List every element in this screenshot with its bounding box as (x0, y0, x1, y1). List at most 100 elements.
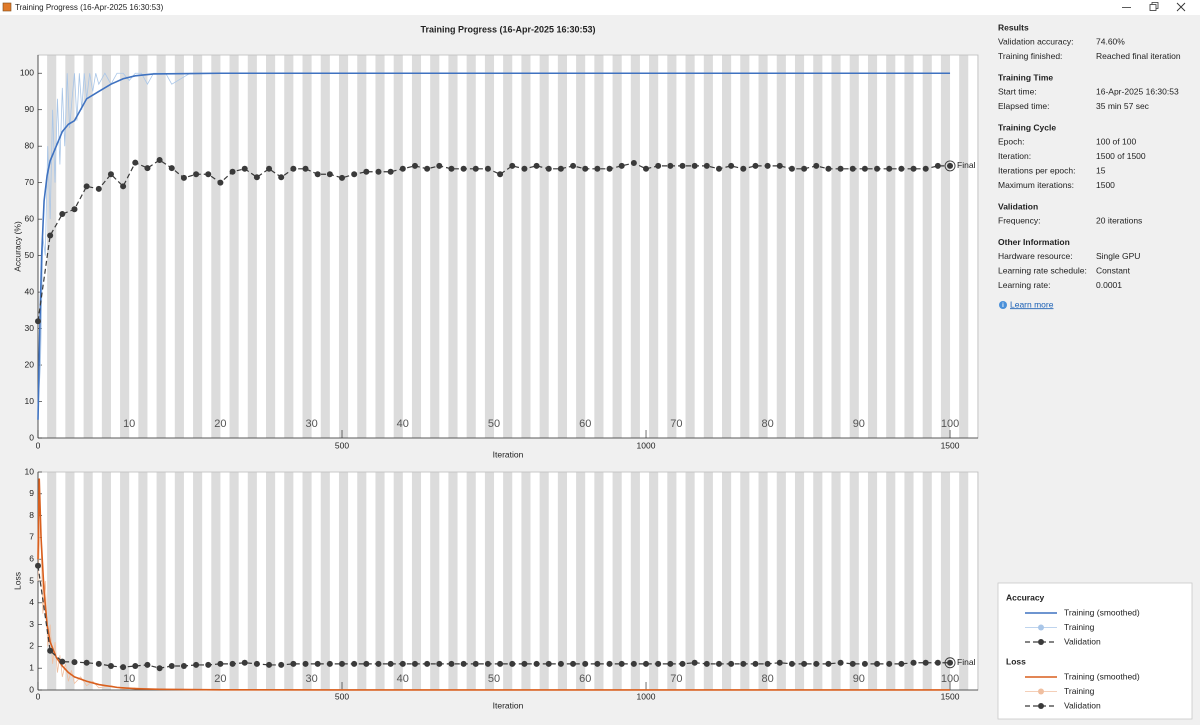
series-marker (411, 162, 418, 169)
y-tick-label: 8 (29, 510, 34, 520)
series-marker (193, 661, 200, 668)
section-heading: Training Cycle (998, 122, 1056, 132)
epoch-band (47, 472, 57, 690)
series-marker (180, 663, 187, 670)
series-marker (351, 171, 358, 178)
series-marker (326, 171, 333, 178)
epoch-band (649, 472, 659, 690)
epoch-band (849, 472, 859, 690)
final-label: Final (957, 160, 976, 170)
epoch-band (758, 472, 768, 690)
epoch-band (430, 55, 440, 438)
series-marker (545, 165, 552, 172)
restore-button[interactable] (1149, 2, 1159, 11)
epoch-label: 100 (941, 673, 959, 685)
series-marker (399, 165, 406, 172)
x-tick-label: 0 (36, 691, 41, 701)
y-tick-label: 0 (29, 684, 34, 694)
legend-marker (1038, 703, 1044, 709)
series-marker (436, 660, 443, 667)
epoch-band (740, 55, 750, 438)
epoch-band (393, 55, 403, 438)
series-marker (861, 165, 868, 172)
series-marker (886, 660, 893, 667)
close-button[interactable] (1176, 2, 1186, 12)
series-line (37, 478, 951, 691)
legend-label: Training (1064, 686, 1095, 696)
series-marker (922, 659, 929, 666)
epoch-band (466, 55, 476, 438)
epoch-band (120, 55, 130, 438)
y-tick-label: 10 (25, 466, 35, 476)
epoch-band (101, 472, 111, 690)
series-marker (691, 659, 698, 666)
y-tick-label: 100 (20, 67, 34, 77)
epoch-band (521, 472, 531, 690)
window-title: Training Progress (16-Apr-2025 16:30:53) (15, 3, 164, 12)
epoch-band (667, 472, 677, 690)
legend-marker (1038, 639, 1044, 645)
info-value: 16-Apr-2025 16:30:53 (1096, 86, 1179, 96)
section-heading: Other Information (998, 237, 1070, 247)
series-marker (752, 162, 759, 169)
y-tick-label: 6 (29, 553, 34, 563)
series-marker (448, 660, 455, 667)
series-marker (375, 168, 382, 175)
final-ring (944, 160, 956, 172)
epoch-band (375, 55, 385, 438)
series-marker (326, 660, 333, 667)
y-axis-label: Accuracy (%) (12, 221, 22, 272)
series-marker (83, 183, 90, 190)
epoch-label: 50 (488, 673, 500, 685)
series-marker (278, 174, 285, 181)
series-marker (35, 562, 41, 569)
epoch-band (612, 472, 622, 690)
y-tick-label: 9 (29, 488, 34, 498)
info-value: 20 iterations (1096, 215, 1142, 225)
y-tick-label: 0 (29, 432, 34, 442)
epoch-band (940, 55, 951, 438)
epoch-band (138, 472, 148, 690)
series-marker (776, 162, 783, 169)
epoch-band (612, 55, 622, 438)
epoch-label: 100 (941, 418, 959, 430)
final-label: Final (957, 657, 976, 667)
app-icon (2, 2, 12, 12)
epoch-band (886, 472, 896, 690)
series-marker (643, 165, 650, 172)
series-marker (229, 168, 236, 175)
learn-more-text[interactable]: Learn more (1010, 299, 1054, 309)
learn-more-link[interactable]: i Learn more (999, 299, 1054, 309)
series-marker (521, 165, 528, 172)
epoch-band (266, 55, 276, 438)
series-marker (59, 211, 66, 218)
title-bar (0, 0, 1200, 15)
series-marker (132, 159, 139, 166)
epoch-band (466, 472, 476, 690)
x-tick-label: 1000 (637, 691, 656, 701)
epoch-band (904, 472, 914, 690)
series-marker (813, 660, 820, 667)
epoch-band (83, 472, 93, 690)
y-tick-label: 5 (29, 575, 34, 585)
series-marker (241, 659, 248, 666)
series-marker (205, 171, 212, 178)
series-marker (351, 660, 358, 667)
series-marker (764, 162, 771, 169)
epoch-band (375, 472, 385, 690)
series-marker (533, 162, 540, 169)
info-icon-glyph: i (1002, 303, 1004, 309)
series-marker (898, 660, 905, 667)
epoch-band (539, 55, 549, 438)
epoch-band (211, 472, 221, 690)
series-marker (752, 660, 759, 667)
y-tick-label: 80 (25, 140, 35, 150)
series-marker (825, 165, 832, 172)
legend-label: Training (smoothed) (1064, 671, 1140, 681)
info-label: Epoch: (998, 136, 1024, 146)
epoch-band (904, 55, 914, 438)
series-marker (934, 162, 941, 169)
epoch-band (448, 472, 458, 690)
series-marker (691, 162, 698, 169)
